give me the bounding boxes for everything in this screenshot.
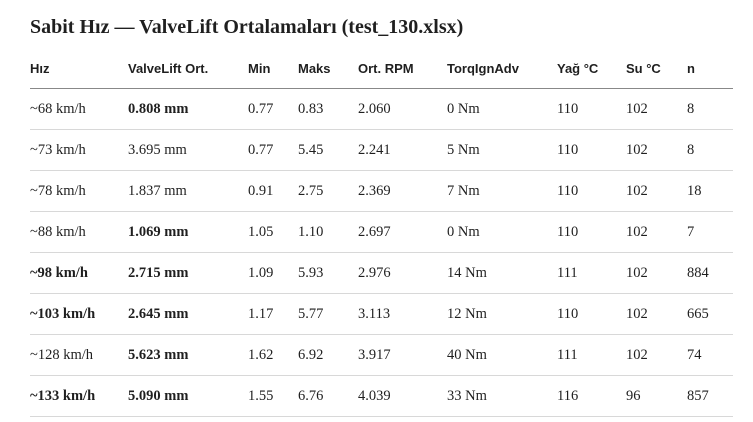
column-header: Hız <box>30 49 128 89</box>
table-cell: 1.837 mm <box>128 170 248 212</box>
table-cell: 6.76 <box>298 375 358 417</box>
table-cell: 102 <box>626 293 687 335</box>
table-cell: 110 <box>557 88 626 130</box>
table-cell: 0.83 <box>298 88 358 130</box>
table-row: ~133 km/h 5.090 mm 1.55 6.76 4.039 33 Nm 116 96… <box>30 375 733 417</box>
table-cell: 5 Nm <box>447 129 557 171</box>
table-row: ~128 km/h 5.623 mm 1.62 6.92 3.917 40 Nm 111 10… <box>30 334 733 376</box>
table-cell: 14 Nm <box>447 252 557 294</box>
table-cell: 8 <box>687 129 733 171</box>
table-cell: 0.91 <box>248 170 298 212</box>
table-cell: 111 <box>557 252 626 294</box>
table-cell: 1.10 <box>298 211 358 253</box>
table-row: ~98 km/h 2.715 mm 1.09 5.93 2.976 14 Nm 111 102… <box>30 252 733 294</box>
table-row: ~73 km/h 3.695 mm 0.77 5.45 2.241 5 Nm 110 102 8 <box>30 129 733 171</box>
title: Sabit Hız — ValveLift Ortalamaları (test… <box>30 16 464 38</box>
table-cell: ~98 km/h <box>30 252 128 294</box>
table-cell: 110 <box>557 129 626 171</box>
table-cell: 102 <box>626 252 687 294</box>
table-cell: 4.039 <box>358 375 447 417</box>
table: Hız ValveLift Ort. Min Maks Ort. RPM TorqIgnA… <box>30 49 733 417</box>
table-cell: 884 <box>687 252 733 294</box>
table-row: ~88 km/h 1.069 mm 1.05 1.10 2.697 0 Nm 110 102 7 <box>30 211 733 253</box>
table-cell: 2.976 <box>358 252 447 294</box>
table-cell: 40 Nm <box>447 334 557 376</box>
table-cell: 102 <box>626 334 687 376</box>
table-cell: ~78 km/h <box>30 170 128 212</box>
table-cell: 2.060 <box>358 88 447 130</box>
table-cell: 2.241 <box>358 129 447 171</box>
table-cell: 12 Nm <box>447 293 557 335</box>
table-row: ~103 km/h 2.645 mm 1.17 5.77 3.113 12 Nm 110 10… <box>30 293 733 335</box>
table-cell: 102 <box>626 170 687 212</box>
table-cell: 5.090 mm <box>128 375 248 417</box>
column-header: ValveLift Ort. <box>128 49 248 89</box>
table-cell: 1.09 <box>248 252 298 294</box>
table-cell: 5.45 <box>298 129 358 171</box>
table-cell: 74 <box>687 334 733 376</box>
table-cell: 1.05 <box>248 211 298 253</box>
table-cell: 111 <box>557 334 626 376</box>
table-cell: 2.697 <box>358 211 447 253</box>
table-cell: 0.77 <box>248 88 298 130</box>
table-cell: 0.77 <box>248 129 298 171</box>
table-cell: 5.623 mm <box>128 334 248 376</box>
table-cell: 7 Nm <box>447 170 557 212</box>
table-cell: 1.55 <box>248 375 298 417</box>
header-row: Hız ValveLift Ort. Min Maks Ort. RPM TorqIgnA… <box>30 49 733 89</box>
table-row: ~68 km/h 0.808 mm 0.77 0.83 2.060 0 Nm 110 102 8 <box>30 88 733 130</box>
table-cell: 7 <box>687 211 733 253</box>
table-cell: 665 <box>687 293 733 335</box>
column-header: Yağ °C <box>557 49 626 89</box>
column-header: Su °C <box>626 49 687 89</box>
table-cell: ~128 km/h <box>30 334 128 376</box>
column-header: Ort. RPM <box>358 49 447 89</box>
table-cell: 110 <box>557 211 626 253</box>
table-row: ~78 km/h 1.837 mm 0.91 2.75 2.369 7 Nm 110 102 1… <box>30 170 733 212</box>
table-cell: 102 <box>626 129 687 171</box>
table-cell: 1.62 <box>248 334 298 376</box>
column-header: n <box>687 49 733 89</box>
table-cell: 0 Nm <box>447 211 557 253</box>
table-cell: ~68 km/h <box>30 88 128 130</box>
table-cell: 2.75 <box>298 170 358 212</box>
table-cell: 102 <box>626 88 687 130</box>
table-cell: 96 <box>626 375 687 417</box>
table-cell: 110 <box>557 293 626 335</box>
table-cell: 8 <box>687 88 733 130</box>
table-cell: 0.808 mm <box>128 88 248 130</box>
table-cell: ~73 km/h <box>30 129 128 171</box>
table-cell: 3.695 mm <box>128 129 248 171</box>
column-header: Maks <box>298 49 358 89</box>
table-cell: 2.369 <box>358 170 447 212</box>
column-header: TorqIgnAdv <box>447 49 557 89</box>
table-cell: 116 <box>557 375 626 417</box>
table-cell: 110 <box>557 170 626 212</box>
table-cell: ~88 km/h <box>30 211 128 253</box>
table-cell: 3.113 <box>358 293 447 335</box>
table-cell: 18 <box>687 170 733 212</box>
table-cell: 5.77 <box>298 293 358 335</box>
table-cell: 102 <box>626 211 687 253</box>
table-cell: 857 <box>687 375 733 417</box>
table-cell: ~133 km/h <box>30 375 128 417</box>
table-cell: 1.069 mm <box>128 211 248 253</box>
column-header: Min <box>248 49 298 89</box>
table-cell: 0 Nm <box>447 88 557 130</box>
table-cell: 5.93 <box>298 252 358 294</box>
table-cell: 3.917 <box>358 334 447 376</box>
table-cell: 6.92 <box>298 334 358 376</box>
table-cell: ~103 km/h <box>30 293 128 335</box>
table-cell: 1.17 <box>248 293 298 335</box>
table-cell: 2.715 mm <box>128 252 248 294</box>
table-cell: 33 Nm <box>447 375 557 417</box>
table-cell: 2.645 mm <box>128 293 248 335</box>
